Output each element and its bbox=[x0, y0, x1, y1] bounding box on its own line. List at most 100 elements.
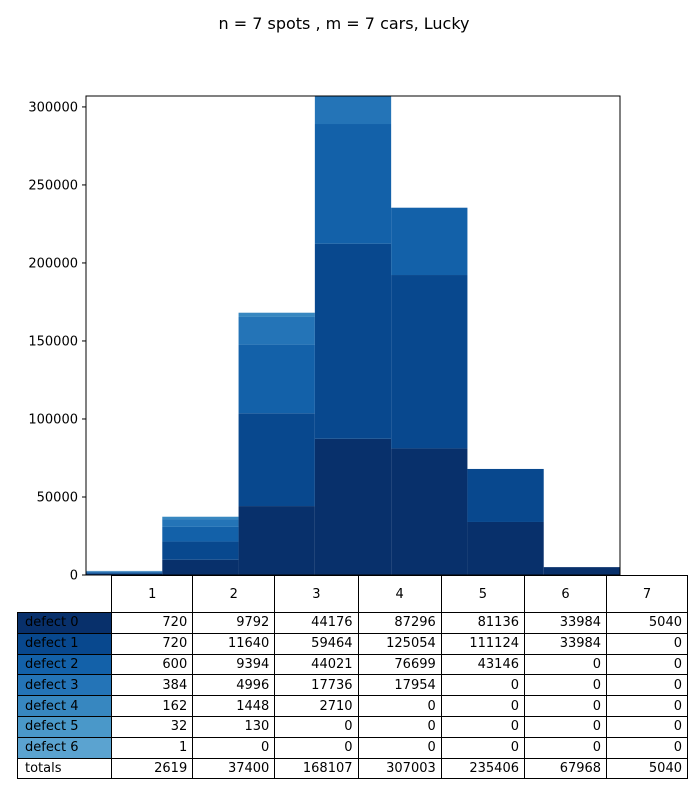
bar-segment-3-defect-2 bbox=[238, 344, 315, 414]
total-cell: 67968 bbox=[523, 757, 608, 780]
total-cell: 2619 bbox=[111, 757, 194, 780]
column-header: 2 bbox=[192, 575, 276, 613]
column-header: 3 bbox=[274, 575, 359, 613]
bar-segment-1-defect-1 bbox=[86, 572, 163, 574]
y-tick-label: 250000 bbox=[28, 178, 78, 193]
data-table: 1 2 3 4 5 6 7 defect 0 720 9792 44176 87296 81136 339… bbox=[16, 575, 688, 780]
table-cell: 720 bbox=[111, 612, 194, 634]
bar-segment-2-defect-0 bbox=[162, 559, 239, 575]
table-cell: 130 bbox=[192, 715, 276, 738]
bar-segment-3-defect-0 bbox=[238, 506, 315, 575]
table-row: defect 4 162 1448 2710 0 0 0 0 bbox=[16, 695, 688, 717]
y-tick-label: 300000 bbox=[28, 100, 78, 115]
table-cell: 44021 bbox=[274, 653, 359, 676]
table-cell: 0 bbox=[606, 653, 688, 676]
table-cell: 17954 bbox=[357, 674, 442, 697]
table-cell: 0 bbox=[523, 695, 608, 717]
bar-segment-1-defect-2 bbox=[86, 571, 163, 573]
column-header: 1 bbox=[111, 575, 194, 613]
column-header: 4 bbox=[357, 575, 442, 613]
bar-segment-4-defect-0 bbox=[314, 438, 392, 575]
table-cell: 0 bbox=[606, 674, 688, 697]
y-axis: 0 50000 100000 150000 200000 250000 300000 bbox=[28, 100, 86, 584]
column-header: 6 bbox=[523, 575, 608, 613]
row-label-defect-3: defect 3 bbox=[16, 674, 113, 697]
table-cell: 0 bbox=[523, 715, 608, 738]
table-cell: 76699 bbox=[357, 653, 442, 676]
bar-segment-3-defect-4 bbox=[238, 312, 315, 317]
table-cell: 0 bbox=[357, 715, 442, 738]
bar-segment-3-defect-1 bbox=[238, 413, 315, 507]
table-cell: 33984 bbox=[523, 632, 608, 655]
table-row: defect 5 32 130 0 0 0 0 0 bbox=[16, 715, 688, 738]
table-cell: 0 bbox=[440, 695, 526, 717]
table-cell: 111124 bbox=[440, 632, 526, 655]
table-cell: 9394 bbox=[192, 653, 276, 676]
table-cell: 384 bbox=[111, 674, 194, 697]
table-cell: 4996 bbox=[192, 674, 276, 697]
table-cell: 81136 bbox=[440, 612, 526, 634]
bar-segment-2-defect-2 bbox=[162, 526, 239, 542]
bar-segment-3-defect-3 bbox=[238, 316, 315, 345]
bar-segment-1-defect-3 bbox=[86, 571, 163, 572]
bar-segment-2-defect-3 bbox=[162, 519, 239, 527]
table-row: defect 0 720 9792 44176 87296 81136 33984 5040 bbox=[16, 612, 688, 634]
bar-segment-4-defect-1 bbox=[314, 243, 392, 439]
table-cell: 720 bbox=[111, 632, 194, 655]
table-cell: 0 bbox=[357, 695, 442, 717]
table-cell: 0 bbox=[440, 736, 526, 759]
table-cell: 0 bbox=[523, 736, 608, 759]
table-row: defect 2 600 9394 44021 76699 43146 0 0 bbox=[16, 653, 688, 676]
table-row: defect 1 720 11640 59464 125054 111124 33984 0 bbox=[16, 632, 688, 655]
table-cell: 32 bbox=[111, 715, 194, 738]
table-cell: 17736 bbox=[274, 674, 359, 697]
bar-segment-7-defect-0 bbox=[543, 567, 620, 575]
table-cell: 0 bbox=[523, 674, 608, 697]
bars-layer bbox=[86, 96, 620, 575]
bar-segment-6-defect-1 bbox=[467, 468, 544, 522]
total-cell: 235406 bbox=[440, 757, 526, 780]
table-cell: 1 bbox=[111, 736, 194, 759]
row-label-defect-5: defect 5 bbox=[16, 715, 113, 738]
table-cell: 0 bbox=[606, 736, 688, 759]
total-cell: 307003 bbox=[357, 757, 442, 780]
table-cell: 0 bbox=[274, 736, 359, 759]
table-cell: 0 bbox=[274, 715, 359, 738]
table-cell: 125054 bbox=[357, 632, 442, 655]
bar-segment-1-defect-0 bbox=[86, 573, 163, 575]
table-cell: 33984 bbox=[523, 612, 608, 634]
y-tick-label: 100000 bbox=[28, 412, 78, 427]
table-cell: 1448 bbox=[192, 695, 276, 717]
row-label-defect-0: defect 0 bbox=[16, 612, 113, 634]
row-label-defect-4: defect 4 bbox=[16, 695, 113, 717]
table-cell: 0 bbox=[192, 736, 276, 759]
y-tick-label: 200000 bbox=[28, 256, 78, 271]
bar-segment-5-defect-2 bbox=[391, 207, 468, 276]
table-cell: 0 bbox=[440, 674, 526, 697]
total-cell: 5040 bbox=[606, 757, 688, 780]
table-cell: 0 bbox=[606, 715, 688, 738]
column-header: 7 bbox=[606, 575, 688, 613]
table-cell: 59464 bbox=[274, 632, 359, 655]
y-tick-label: 150000 bbox=[28, 334, 78, 349]
bar-segment-4-defect-3 bbox=[314, 96, 392, 125]
table-cell: 44176 bbox=[274, 612, 359, 634]
chart-title: n = 7 spots , m = 7 cars, Lucky bbox=[218, 14, 470, 33]
total-cell: 168107 bbox=[274, 757, 359, 780]
bar-segment-6-defect-0 bbox=[467, 521, 544, 575]
column-header: 5 bbox=[440, 575, 526, 613]
bar-segment-2-defect-1 bbox=[162, 541, 239, 560]
table-cell: 5040 bbox=[606, 612, 688, 634]
table-corner bbox=[18, 576, 112, 613]
table-row-totals: totals 2619 37400 168107 307003 235406 67968 50… bbox=[16, 757, 688, 780]
row-label-defect-6: defect 6 bbox=[16, 736, 113, 759]
row-label-defect-1: defect 1 bbox=[16, 632, 113, 655]
table-cell: 0 bbox=[440, 715, 526, 738]
table-row: defect 3 384 4996 17736 17954 0 0 0 bbox=[16, 674, 688, 697]
table-cell: 87296 bbox=[357, 612, 442, 634]
row-label-totals: totals bbox=[16, 757, 113, 780]
table-cell: 0 bbox=[523, 653, 608, 676]
table-cell: 0 bbox=[606, 632, 688, 655]
